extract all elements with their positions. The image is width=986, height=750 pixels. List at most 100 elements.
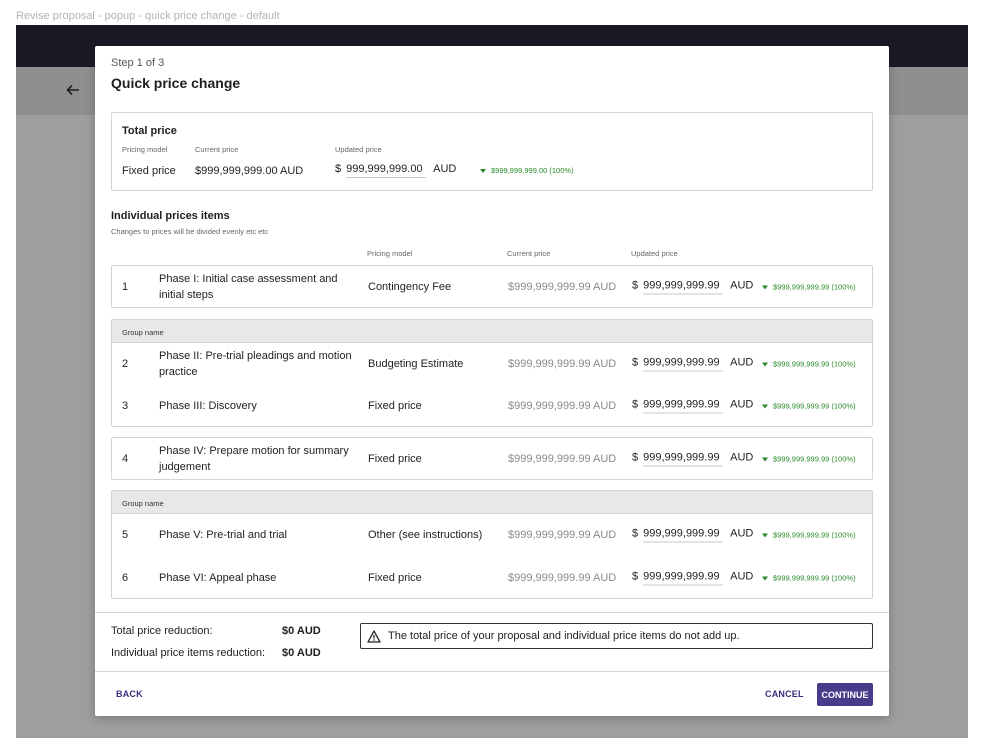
mismatch-warning: The total price of your proposal and ind… (360, 623, 873, 649)
table-row: 1 Phase I: Initial case assessment and i… (112, 266, 872, 308)
currency-symbol: $ (632, 279, 639, 292)
group-name-header: Group name (112, 320, 872, 343)
table-row: 4 Phase IV: Prepare motion for summary j… (112, 438, 872, 480)
arrow-down-icon (762, 457, 768, 461)
currency-code: AUD (730, 356, 754, 369)
item-updated-price-field[interactable]: 999,999,999.99 (643, 528, 724, 543)
item-updated-price-field[interactable]: 999,999,999.99 (643, 357, 724, 372)
item-current-price: $999,999,999.99 AUD (508, 281, 617, 293)
currency-symbol: $ (632, 570, 639, 583)
item-price-delta: $999,999,999.99 (100%) (762, 283, 856, 292)
currency-symbol: $ (632, 398, 639, 411)
item-price-delta: $999,999,999.99 (100%) (762, 455, 856, 464)
step-indicator: Step 1 of 3 (111, 57, 165, 69)
item-pricing-model: Budgeting Estimate (368, 358, 464, 370)
item-delta-text: $999,999,999.99 (100%) (773, 359, 856, 369)
item-name: Phase III: Discovery (159, 400, 257, 412)
item-pricing-model: Fixed price (368, 453, 422, 465)
item-number: 5 (122, 529, 129, 541)
table-row: 3 Phase III: Discovery Fixed price $999,… (112, 385, 872, 427)
currency-symbol: $ (632, 451, 639, 464)
total-updated-price-input[interactable]: $ 999,999,999.00 AUD (335, 163, 456, 178)
item-card: 1 Phase I: Initial case assessment and i… (111, 265, 873, 308)
item-updated-price-input[interactable]: $ 999,999,999.99 AUD (632, 280, 753, 295)
currency-code: AUD (730, 451, 754, 464)
table-row: 6 Phase VI: Appeal phase Fixed price $99… (112, 557, 872, 599)
pricing-model-label: Pricing model (122, 145, 168, 154)
items-section-heading: Individual prices items (111, 210, 230, 222)
item-updated-price-input[interactable]: $ 999,999,999.99 AUD (632, 528, 753, 543)
footer-divider (95, 671, 889, 672)
total-reduction-value: $0 AUD (282, 625, 321, 637)
item-delta-text: $999,999,999.99 (100%) (773, 401, 856, 411)
total-current-price: $999,999,999.00 AUD (195, 165, 304, 177)
back-button[interactable]: BACK (116, 689, 143, 699)
table-row: 5 Phase V: Pre-trial and trial Other (se… (112, 514, 872, 556)
arrow-down-icon (762, 285, 768, 289)
warning-text: The total price of your proposal and ind… (388, 630, 740, 642)
item-updated-price-field[interactable]: 999,999,999.99 (643, 399, 724, 414)
total-price-heading: Total price (122, 125, 177, 137)
currency-symbol: $ (632, 527, 639, 540)
column-header-updated-price: Updated price (631, 249, 678, 258)
continue-button[interactable]: CONTINUE (817, 683, 873, 706)
items-section-subheading: Changes to prices will be divided evenly… (111, 227, 269, 236)
arrow-down-icon (762, 404, 768, 408)
group-card: Group name 5 Phase V: Pre-trial and tria… (111, 490, 873, 599)
items-reduction-value: $0 AUD (282, 647, 321, 659)
current-price-label: Current price (195, 145, 239, 154)
item-updated-price-input[interactable]: $ 999,999,999.99 AUD (632, 399, 753, 414)
item-number: 3 (122, 400, 129, 412)
item-updated-price-input[interactable]: $ 999,999,999.99 AUD (632, 452, 753, 467)
items-reduction-label: Individual price items reduction: (111, 647, 266, 659)
back-arrow-icon[interactable] (64, 81, 82, 99)
frame-label: Revise proposal - popup - quick price ch… (16, 10, 280, 22)
currency-code: AUD (433, 163, 457, 175)
summary-divider (95, 612, 889, 613)
column-header-current-price: Current price (507, 249, 551, 258)
currency-symbol: $ (632, 356, 639, 369)
item-pricing-model: Other (see instructions) (368, 529, 483, 541)
item-current-price: $999,999,999.99 AUD (508, 400, 617, 412)
item-pricing-model: Contingency Fee (368, 281, 452, 293)
item-pricing-model: Fixed price (368, 572, 422, 584)
total-reduction-label: Total price reduction: (111, 625, 213, 637)
item-delta-text: $999,999,999.99 (100%) (773, 573, 856, 583)
arrow-down-icon (762, 576, 768, 580)
item-price-delta: $999,999,999.99 (100%) (762, 531, 856, 540)
item-updated-price-field[interactable]: 999,999,999.99 (643, 452, 724, 467)
item-price-delta: $999,999,999.99 (100%) (762, 574, 856, 583)
item-updated-price-field[interactable]: 999,999,999.99 (643, 571, 724, 586)
item-name: Phase V: Pre-trial and trial (159, 529, 287, 541)
item-delta-text: $999,999,999.99 (100%) (773, 282, 856, 292)
item-updated-price-field[interactable]: 999,999,999.99 (643, 280, 724, 295)
group-card: Group name 2 Phase II: Pre-trial pleadin… (111, 319, 873, 427)
item-number: 4 (122, 453, 129, 465)
item-number: 6 (122, 572, 129, 584)
total-price-card: Total price Pricing model Current price … (111, 112, 873, 191)
dialog-title: Quick price change (111, 75, 241, 91)
currency-code: AUD (730, 570, 754, 583)
item-current-price: $999,999,999.99 AUD (508, 358, 617, 370)
warning-icon (367, 629, 381, 643)
currency-code: AUD (730, 398, 754, 411)
item-current-price: $999,999,999.99 AUD (508, 529, 617, 541)
item-pricing-model: Fixed price (368, 400, 422, 412)
item-name: Phase VI: Appeal phase (159, 572, 277, 584)
item-delta-text: $999,999,999.99 (100%) (773, 530, 856, 540)
item-updated-price-input[interactable]: $ 999,999,999.99 AUD (632, 571, 753, 586)
item-current-price: $999,999,999.99 AUD (508, 572, 617, 584)
updated-price-label: Updated price (335, 145, 382, 154)
item-number: 2 (122, 358, 129, 370)
quick-price-change-dialog: Step 1 of 3 Quick price change Total pri… (95, 46, 889, 716)
total-pricing-model: Fixed price (122, 165, 176, 177)
item-price-delta: $999,999,999.99 (100%) (762, 402, 856, 411)
cancel-button[interactable]: CANCEL (765, 689, 804, 699)
total-updated-price-field[interactable]: 999,999,999.00 (346, 163, 427, 178)
item-number: 1 (122, 281, 129, 293)
item-name: Phase II: Pre-trial pleadings and motion… (159, 350, 352, 378)
item-delta-text: $999,999,999.99 (100%) (773, 454, 856, 464)
item-updated-price-input[interactable]: $ 999,999,999.99 AUD (632, 357, 753, 372)
item-name: Phase IV: Prepare motion for summary jud… (159, 445, 349, 473)
column-header-pricing-model: Pricing model (367, 249, 413, 258)
